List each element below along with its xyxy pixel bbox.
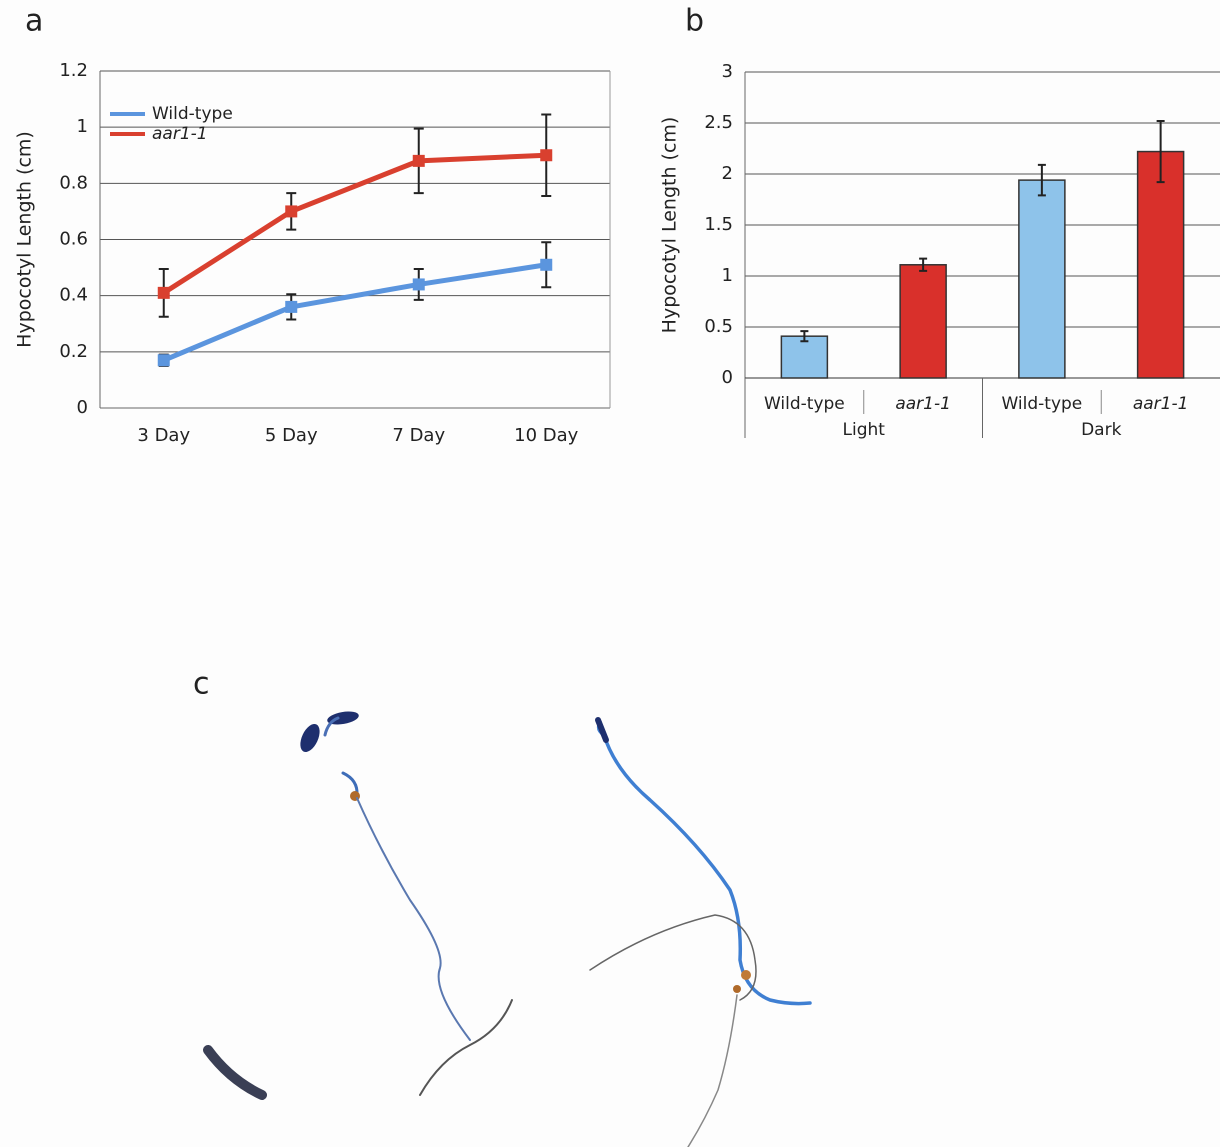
y-tick-label: 0	[722, 367, 733, 388]
y-tick-label: 1	[77, 116, 88, 137]
point	[540, 258, 553, 271]
group-label: Light	[843, 420, 886, 440]
legend-entry: aar1-1	[152, 124, 208, 144]
y-tick-label: 0.4	[59, 285, 88, 306]
seedling-photo	[203, 711, 812, 1147]
x-tick-label: 7 Day	[392, 425, 445, 446]
series-line	[162, 262, 547, 363]
point	[412, 154, 425, 167]
point	[412, 278, 425, 291]
y-tick-label: 2	[722, 163, 733, 184]
x-tick-label: aar1-1	[1133, 394, 1189, 414]
error-bar	[1037, 163, 1046, 197]
bar	[1018, 179, 1066, 379]
group-label: Dark	[1081, 420, 1121, 440]
y-tick-label: 2.5	[704, 112, 733, 133]
panel-label: a	[25, 4, 43, 39]
x-tick-label: 5 Day	[265, 425, 318, 446]
point	[285, 300, 298, 313]
y-tick-label: 0.5	[704, 316, 733, 337]
bar	[899, 264, 947, 379]
y-tick-label: 1.5	[704, 214, 733, 235]
error-bar	[919, 257, 928, 272]
x-tick-label: 3 Day	[137, 425, 190, 446]
point	[157, 354, 170, 367]
y-tick-label: 1.2	[59, 60, 88, 81]
bar	[780, 335, 829, 379]
y-tick-label: 1	[722, 265, 733, 286]
error-bar	[800, 330, 809, 343]
series-line	[162, 152, 547, 295]
y-tick-label: 3	[722, 61, 733, 82]
panel-label: c	[193, 667, 210, 702]
legend-entry: Wild-type	[152, 104, 233, 124]
y-tick-label: 0.6	[59, 229, 88, 250]
y-tick-label: 0.8	[59, 172, 88, 193]
x-tick-label: Wild-type	[1001, 394, 1082, 414]
x-tick-label: Wild-type	[764, 394, 845, 414]
bar	[1136, 150, 1185, 379]
point	[285, 205, 298, 218]
point	[540, 149, 553, 162]
point	[157, 286, 170, 299]
y-axis-label: Hypocotyl Length (cm)	[659, 117, 681, 334]
x-tick-label: aar1-1	[895, 394, 951, 414]
y-tick-label: 0	[77, 397, 88, 418]
panel-label: b	[685, 4, 704, 39]
x-tick-label: 10 Day	[514, 425, 579, 446]
error-bar	[1156, 119, 1165, 184]
y-tick-label: 0.2	[59, 341, 88, 362]
y-axis-label: Hypocotyl Length (cm)	[14, 131, 36, 348]
